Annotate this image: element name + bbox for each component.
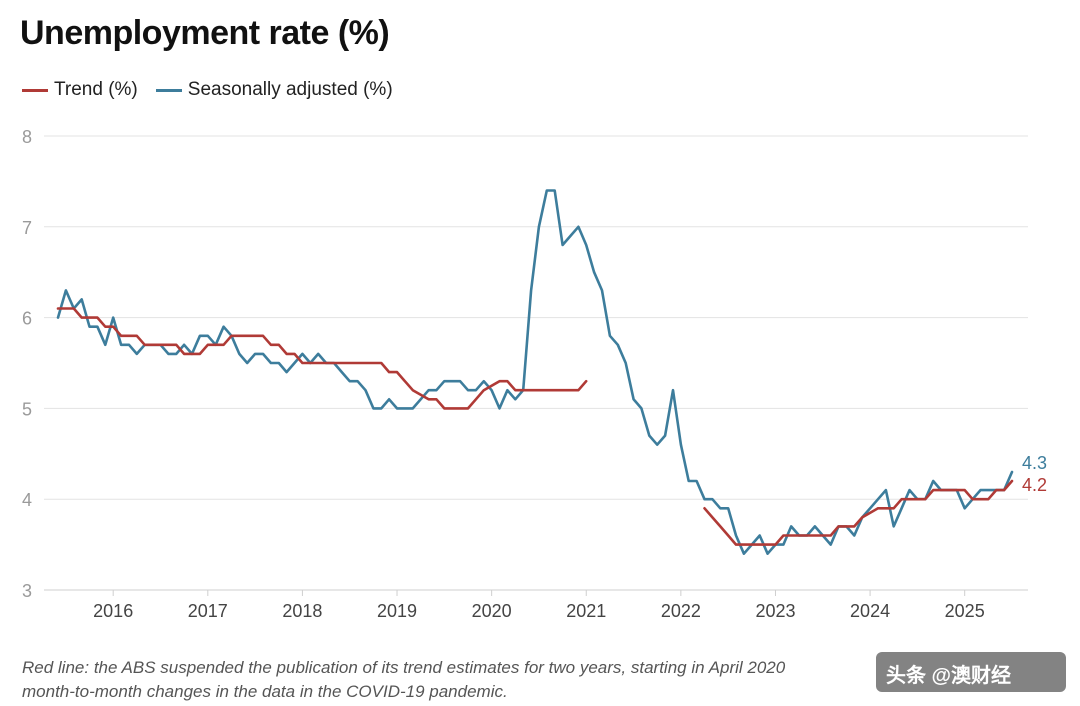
footnote-line-2: month-to-month changes in the data in th… bbox=[22, 682, 508, 701]
y-tick-label: 3 bbox=[22, 581, 32, 601]
x-tick-label: 2021 bbox=[566, 601, 606, 621]
legend-item-seasonally-adjusted: Seasonally adjusted (%) bbox=[155, 79, 393, 101]
watermark: 头条 @澳财经 bbox=[876, 652, 1066, 692]
y-tick-label: 7 bbox=[22, 218, 32, 238]
x-tick-label: 2023 bbox=[755, 601, 795, 621]
x-tick-label: 2020 bbox=[472, 601, 512, 621]
y-tick-label: 5 bbox=[22, 399, 32, 419]
chart-title: Unemployment rate (%) bbox=[20, 14, 390, 52]
x-tick-label: 2024 bbox=[850, 601, 890, 621]
series-lines bbox=[56, 189, 1014, 555]
series-line-seasonally-adjusted bbox=[56, 189, 1014, 555]
x-tick-label: 2016 bbox=[93, 601, 133, 621]
series-line-trend bbox=[703, 479, 1014, 546]
footnote-line-1: Red line: the ABS suspended the publicat… bbox=[22, 658, 786, 677]
x-tick-label: 2018 bbox=[282, 601, 322, 621]
x-tick-labels: 2016 2017 2018 2019 2020 2021 2022 2023 2024 2025 bbox=[93, 590, 985, 621]
y-tick-label: 6 bbox=[22, 309, 32, 329]
end-labels: 4.34.2 bbox=[1022, 453, 1047, 495]
legend-swatch-trend bbox=[22, 88, 48, 92]
y-tick-labels: 3 4 5 6 7 8 bbox=[22, 127, 32, 601]
end-label: 4.2 bbox=[1022, 475, 1047, 495]
legend-swatch-seasonally-adjusted bbox=[155, 88, 182, 92]
legend: Trend (%) Seasonally adjusted (%) bbox=[22, 78, 411, 102]
x-tick-label: 2017 bbox=[188, 601, 228, 621]
x-tick-label: 2022 bbox=[661, 601, 701, 621]
x-tick-label: 2025 bbox=[945, 601, 985, 621]
y-tick-label: 8 bbox=[22, 127, 32, 147]
end-label: 4.3 bbox=[1022, 453, 1047, 473]
legend-item-trend: Trend (%) bbox=[22, 79, 138, 101]
y-tick-label: 4 bbox=[22, 490, 32, 510]
series-line-trend bbox=[56, 307, 588, 410]
watermark-text: 头条 @澳财经 bbox=[886, 665, 1012, 687]
footnote: Red line: the ABS suspended the publicat… bbox=[22, 656, 1062, 704]
legend-label-trend: Trend (%) bbox=[54, 79, 138, 100]
legend-label-seasonally-adjusted: Seasonally adjusted (%) bbox=[187, 79, 393, 100]
grid-lines bbox=[44, 135, 1028, 591]
x-tick-label: 2019 bbox=[377, 601, 417, 621]
